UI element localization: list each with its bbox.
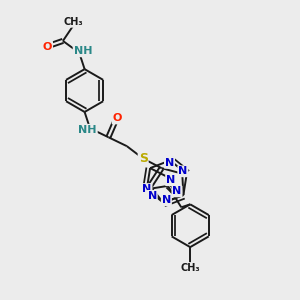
Text: S: S <box>139 152 148 165</box>
Text: N: N <box>166 175 175 185</box>
Text: CH₃: CH₃ <box>64 17 83 27</box>
Text: O: O <box>43 42 52 52</box>
Text: N: N <box>142 184 152 194</box>
Text: CH₃: CH₃ <box>180 263 200 273</box>
Text: NH: NH <box>78 125 97 135</box>
Text: N: N <box>162 195 171 205</box>
Text: N: N <box>172 186 182 197</box>
Text: N: N <box>178 166 188 176</box>
Text: O: O <box>112 113 122 124</box>
Text: N: N <box>148 191 157 201</box>
Text: NH: NH <box>74 46 92 56</box>
Text: N: N <box>165 158 174 168</box>
